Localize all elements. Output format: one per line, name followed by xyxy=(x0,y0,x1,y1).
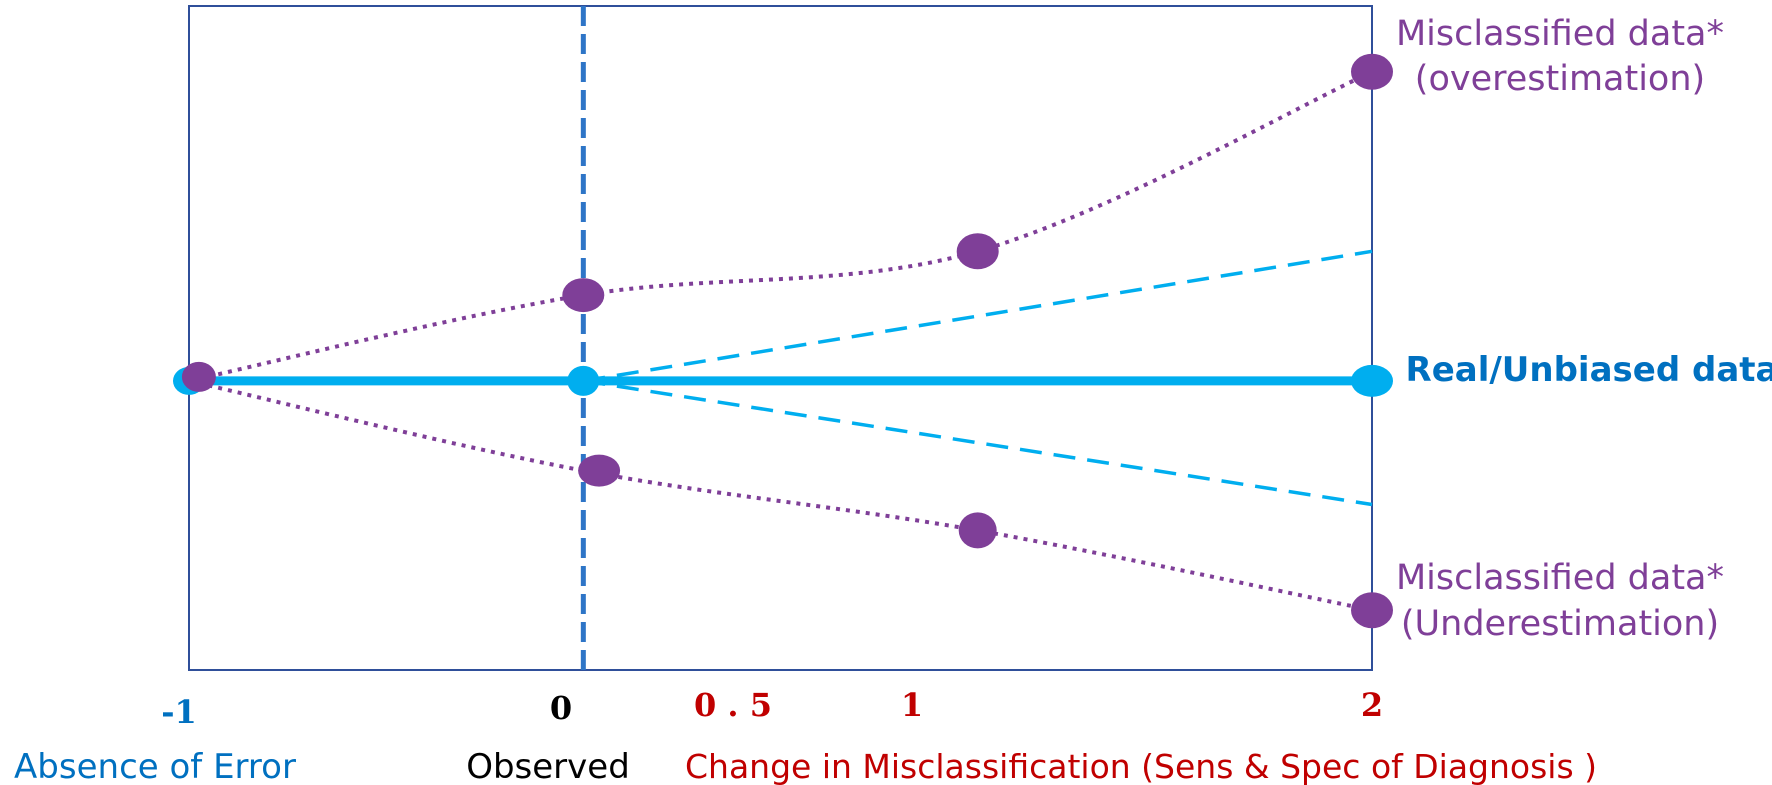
over-point-0 xyxy=(562,278,605,313)
tick-0: 0 xyxy=(550,689,572,727)
over-label-line1: Misclassified data* xyxy=(1396,14,1724,54)
under-label-line2: (Underestimation) xyxy=(1401,604,1719,644)
overestimation-dotted-line xyxy=(188,69,1373,383)
over-point-2 xyxy=(1351,53,1393,90)
over-point-1 xyxy=(956,233,999,270)
under-label-line1: Misclassified data* xyxy=(1396,558,1724,598)
lower-dashed-line xyxy=(583,379,1373,507)
upper-dashed-line xyxy=(583,249,1373,383)
caption-change-in-misclassification: Change in Misclassification (Sens & Spec… xyxy=(685,747,1597,785)
plot-frame xyxy=(188,5,1373,671)
misclassified-point-neg1 xyxy=(181,361,216,392)
over-label-line2: (overestimation) xyxy=(1415,59,1705,99)
tick-1: 1 xyxy=(901,686,923,724)
real-point-0 xyxy=(567,365,600,396)
underestimation-dotted-line xyxy=(188,378,1373,613)
under-point-0 xyxy=(578,454,621,487)
caption-observed: Observed xyxy=(466,747,630,785)
tick-0-5: 0 . 5 xyxy=(694,686,772,724)
tick-neg1: -1 xyxy=(161,693,197,731)
real-point-2 xyxy=(1351,364,1393,397)
caption-absence-of-error: Absence of Error xyxy=(14,747,296,785)
real-label: Real/Unbiased data xyxy=(1406,350,1772,390)
under-point-2 xyxy=(1351,592,1393,629)
under-point-1 xyxy=(958,512,997,549)
tick-2: 2 xyxy=(1361,686,1383,724)
